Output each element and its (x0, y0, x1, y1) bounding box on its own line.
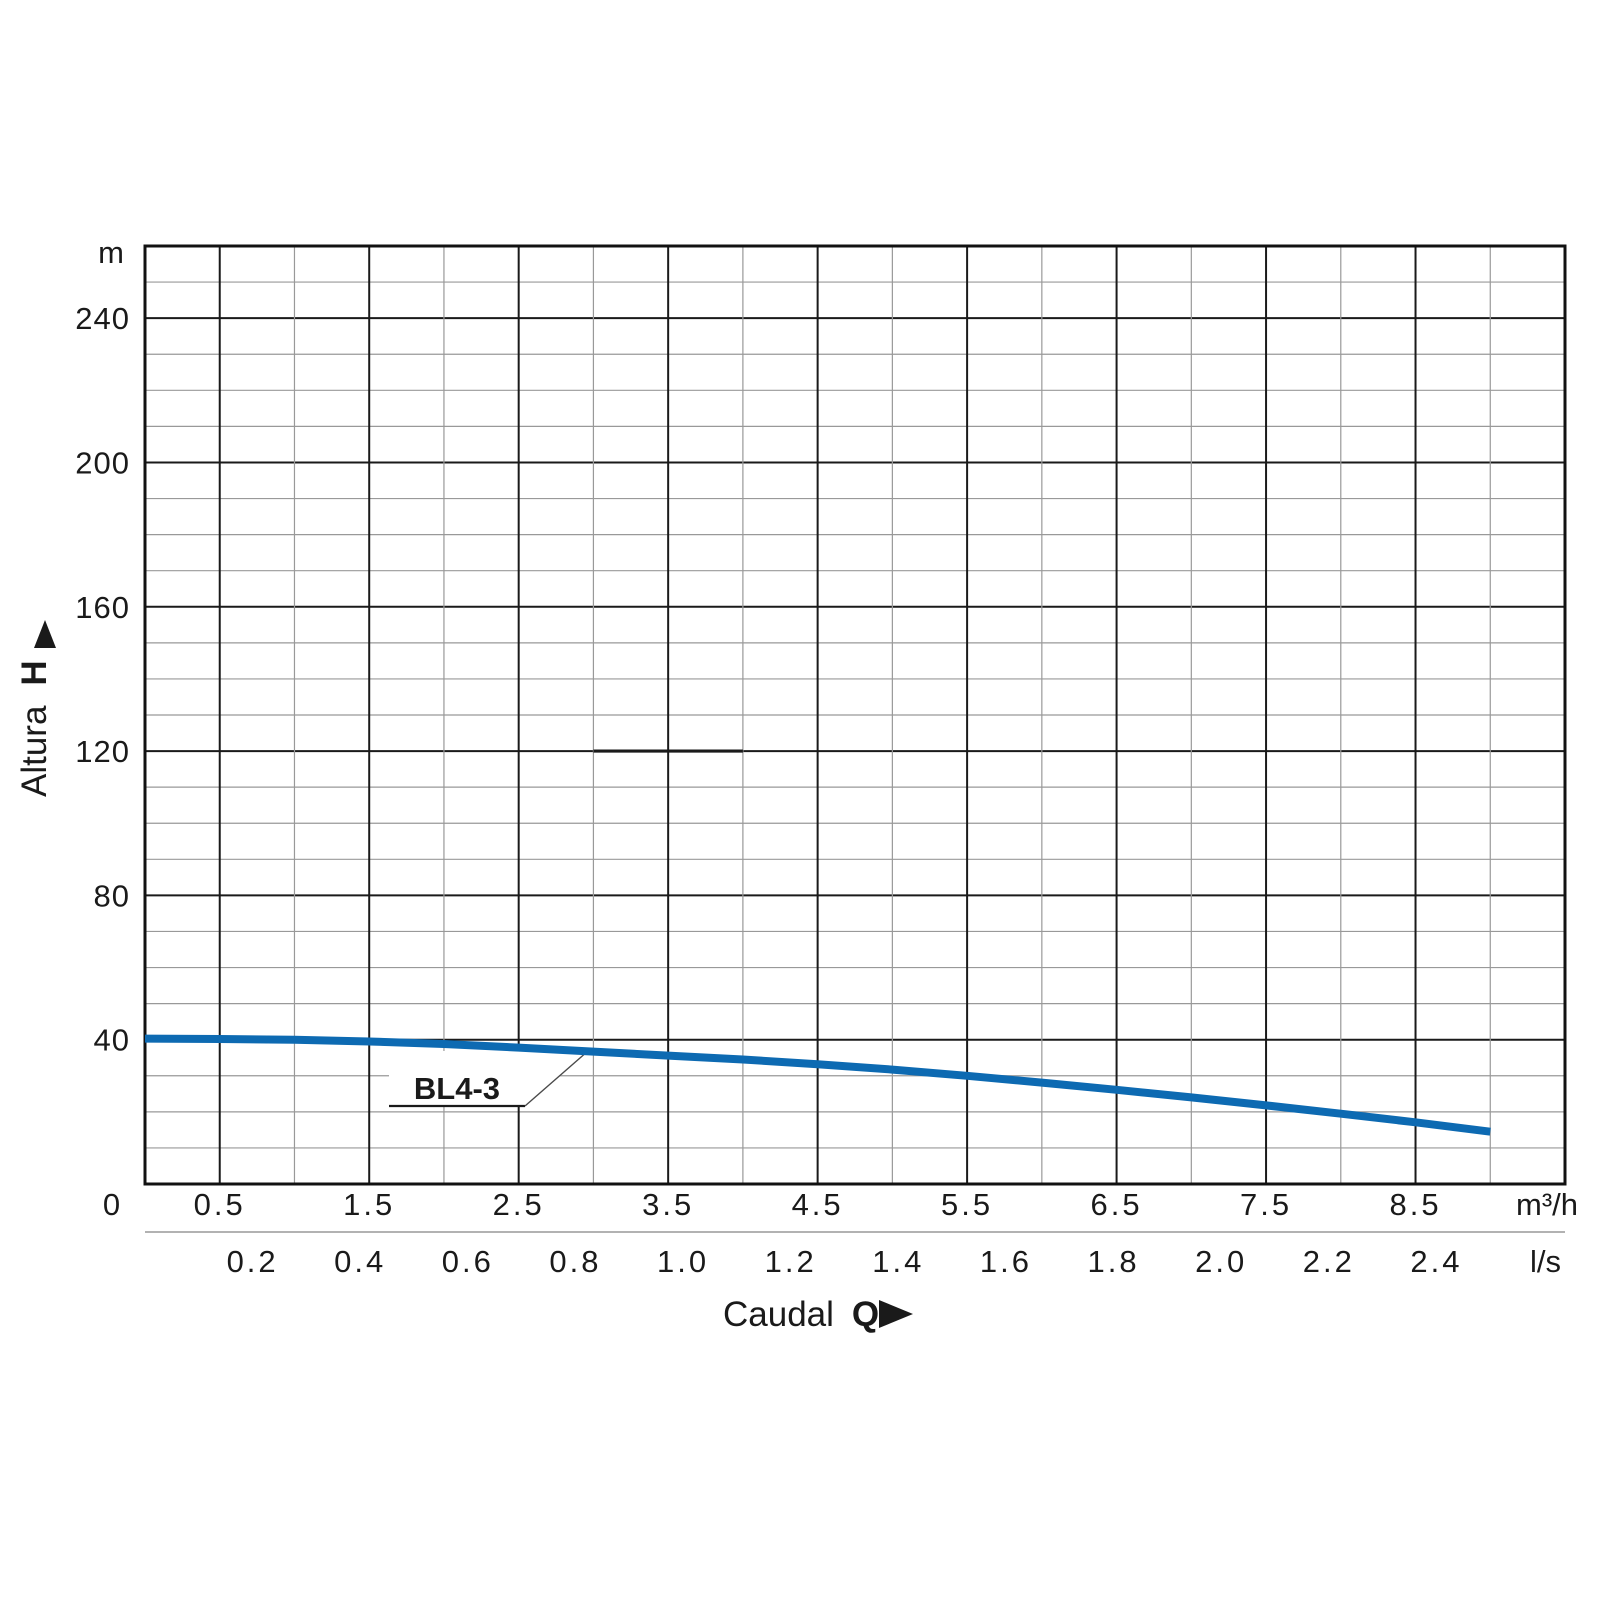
x-secondary-tick-label: 0.8 (549, 1244, 601, 1279)
x-tick-label: 5.5 (941, 1187, 993, 1222)
y-axis-title: Altura H (15, 660, 54, 797)
y-tick-label: 240 (75, 301, 130, 336)
x-tick-label: 2.5 (493, 1187, 545, 1222)
x-tick-label: 8.5 (1389, 1187, 1441, 1222)
y-axis-arrow-up-icon (34, 620, 56, 648)
callout-leader-line (524, 1050, 589, 1107)
x-secondary-tick-label: 0.6 (442, 1244, 494, 1279)
y-tick-label: 80 (94, 878, 130, 913)
y-tick-label: 40 (94, 1023, 130, 1058)
grid (143, 244, 1567, 1186)
y-axis-symbol: H (15, 660, 54, 685)
x-tick-label: 3.5 (642, 1187, 694, 1222)
x-secondary-tick-label: 1.8 (1088, 1244, 1140, 1279)
x-tick-label: 0.5 (194, 1187, 246, 1222)
pump-curve-BL4-3 (144, 1034, 1491, 1136)
x-secondary-tick-label: 2.0 (1195, 1244, 1247, 1279)
x-secondary-tick-label: 2.2 (1303, 1244, 1355, 1279)
x-secondary-tick-label: 1.0 (657, 1244, 709, 1279)
x-axis-origin-label: 0 (103, 1187, 123, 1222)
x-secondary-tick-label: 0.4 (334, 1244, 386, 1279)
x-secondary-tick-label: 2.4 (1410, 1244, 1462, 1279)
callout-mask (389, 1051, 588, 1106)
x-axis-arrow-right-icon (879, 1300, 913, 1328)
curve-label: BL4-3 (414, 1071, 500, 1106)
x-axis-secondary-unit-label: l/s (1530, 1244, 1561, 1279)
x-secondary-tick-label: 1.6 (980, 1244, 1032, 1279)
x-axis-symbol: Q (852, 1295, 879, 1334)
curve-label-callout (389, 1050, 589, 1108)
y-axis-unit-label: m (98, 235, 124, 270)
x-axis-title-text: Caudal (723, 1295, 834, 1334)
x-secondary-tick-label: 1.4 (872, 1244, 924, 1279)
y-tick-label: 120 (75, 734, 130, 769)
plot-border (143, 244, 1567, 1186)
x-secondary-tick-label: 0.2 (227, 1244, 279, 1279)
y-axis-title-text: Altura (15, 705, 54, 797)
y-tick-label: 200 (75, 445, 130, 480)
y-tick-label: 160 (75, 590, 130, 625)
x-axis-title: Caudal Q (723, 1295, 879, 1334)
x-axis-unit-label: m³/h (1516, 1187, 1578, 1222)
x-tick-label: 6.5 (1091, 1187, 1143, 1222)
x-secondary-tick-label: 1.2 (765, 1244, 817, 1279)
x-tick-label: 4.5 (792, 1187, 844, 1222)
x-tick-label: 7.5 (1240, 1187, 1292, 1222)
x-tick-label: 1.5 (343, 1187, 395, 1222)
